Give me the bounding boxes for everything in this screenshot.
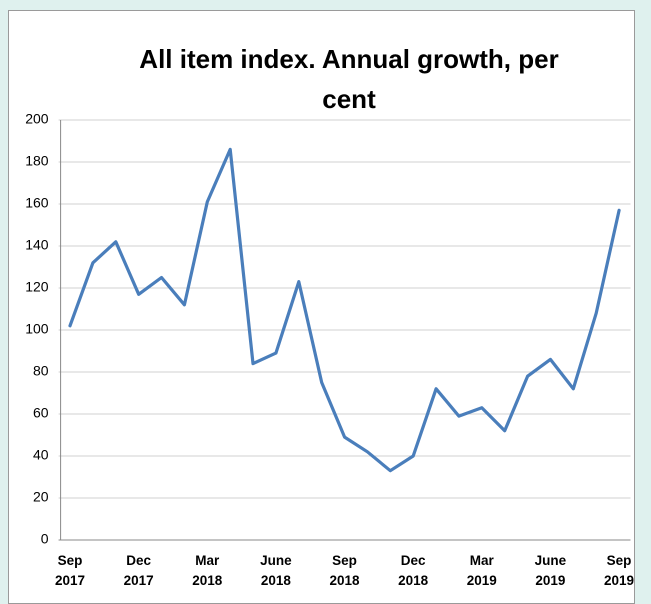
y-tick-label: 200 <box>25 111 49 127</box>
x-tick-label: Sep 2017 <box>55 553 86 588</box>
x-tick-label: June 2019 <box>534 553 567 588</box>
x-tick-label: Sep 2018 <box>329 553 360 588</box>
y-tick-label: 120 <box>25 279 49 295</box>
y-tick-label: 180 <box>25 153 49 169</box>
x-tick-label: June 2018 <box>260 553 292 588</box>
y-tick-label: 60 <box>33 405 49 421</box>
chart-title: All item index. Annual growth, per cent <box>139 44 559 114</box>
y-tick-label: 140 <box>25 237 49 253</box>
x-tick-label: Dec 2018 <box>398 553 429 588</box>
x-tick-label: Mar 2019 <box>466 553 497 588</box>
x-tick-label: Dec 2017 <box>123 553 154 588</box>
chart-panel: 0 20 40 60 80 100 120 140 160 180 200 All item ind… <box>8 10 635 604</box>
y-tick-label: 80 <box>33 363 49 379</box>
x-tick-label: Sep 2019 <box>604 553 635 588</box>
y-tick-label: 20 <box>33 489 49 505</box>
y-tick-label: 40 <box>33 447 49 463</box>
data-line <box>68 147 621 473</box>
y-tick-label: 0 <box>41 531 49 547</box>
y-tick-label: 160 <box>25 195 49 211</box>
y-tick-label: 100 <box>25 321 49 337</box>
chart: 0 20 40 60 80 100 120 140 160 180 200 <box>25 111 631 547</box>
x-tick-label: Mar 2018 <box>192 553 223 588</box>
